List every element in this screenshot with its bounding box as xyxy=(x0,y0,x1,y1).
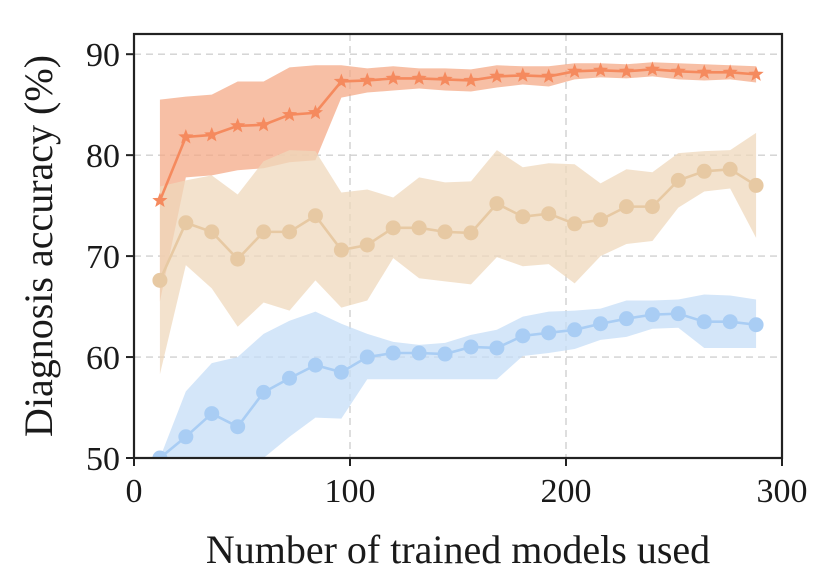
bottom-point-17 xyxy=(593,316,609,332)
bottom-point-11 xyxy=(437,346,453,362)
axis-ticks: 0 100 200 300 50 60 70 80 90 xyxy=(86,37,808,510)
top-point-19 xyxy=(644,61,661,76)
middle-point-15 xyxy=(541,206,557,222)
top-point-8 xyxy=(359,72,375,87)
middle-point-17 xyxy=(593,212,609,228)
bottom-point-15 xyxy=(541,325,557,341)
bottom-point-9 xyxy=(385,345,401,361)
middle-point-18 xyxy=(618,199,634,215)
bottom-point-21 xyxy=(696,314,712,330)
bottom-point-10 xyxy=(411,345,427,361)
middle-point-11 xyxy=(437,224,453,240)
bottom-point-7 xyxy=(333,364,349,380)
top-point-4 xyxy=(255,116,272,132)
x-tick-label-200: 200 xyxy=(541,473,592,510)
uncertainty-bands xyxy=(159,62,757,458)
middle-point-2 xyxy=(204,224,220,240)
top-point-11 xyxy=(437,71,453,86)
top-point-15 xyxy=(541,68,557,83)
bottom-point-22 xyxy=(722,314,738,330)
top-point-7 xyxy=(333,73,349,88)
bottom-point-3 xyxy=(230,419,246,435)
top-point-23 xyxy=(748,66,764,81)
middle-band xyxy=(159,132,757,375)
top-point-10 xyxy=(411,70,427,85)
x-tick-label-0: 0 xyxy=(126,473,143,510)
bottom-band xyxy=(159,294,757,458)
bottom-point-6 xyxy=(307,357,323,373)
bottom-point-16 xyxy=(567,322,583,338)
bottom-point-4 xyxy=(256,384,272,400)
bottom-point-1 xyxy=(178,429,194,445)
top-point-3 xyxy=(230,117,246,133)
middle-point-1 xyxy=(178,215,194,231)
bottom-point-2 xyxy=(204,406,220,422)
middle-point-22 xyxy=(722,161,738,177)
top-point-17 xyxy=(592,62,609,77)
top-point-12 xyxy=(463,72,479,87)
top-point-18 xyxy=(618,63,635,78)
top-point-20 xyxy=(670,63,686,78)
middle-point-23 xyxy=(748,177,764,193)
middle-point-10 xyxy=(411,220,427,236)
bottom-point-5 xyxy=(282,370,298,386)
middle-point-8 xyxy=(359,237,375,253)
top-point-21 xyxy=(696,64,712,79)
middle-point-12 xyxy=(463,225,479,241)
series-markers xyxy=(152,61,764,458)
y-tick-label-50: 50 xyxy=(86,441,120,478)
bottom-point-19 xyxy=(644,307,660,323)
bottom-point-18 xyxy=(618,311,634,327)
middle-point-0 xyxy=(152,272,168,288)
top-point-2 xyxy=(204,126,220,142)
y-tick-label-60: 60 xyxy=(86,340,120,377)
top-point-1 xyxy=(178,128,194,144)
middle-point-19 xyxy=(644,199,660,215)
bottom-point-0 xyxy=(152,450,168,458)
bottom-point-13 xyxy=(489,340,505,356)
middle-point-7 xyxy=(333,242,349,258)
bottom-point-12 xyxy=(463,339,479,355)
x-axis-title: Number of trained models used xyxy=(206,527,710,572)
bottom-point-23 xyxy=(748,317,764,333)
middle-point-5 xyxy=(282,224,298,240)
top-point-6 xyxy=(307,104,324,120)
middle-point-20 xyxy=(670,172,686,188)
plot-frame xyxy=(132,32,784,460)
middle-point-21 xyxy=(696,163,712,179)
top-point-16 xyxy=(567,63,583,78)
top-point-13 xyxy=(489,68,505,83)
top-point-14 xyxy=(515,67,531,82)
y-tick-label-80: 80 xyxy=(86,138,120,175)
bottom-point-8 xyxy=(359,349,375,365)
top-point-0 xyxy=(152,192,168,208)
middle-point-3 xyxy=(230,251,246,267)
x-tick-label-300: 300 xyxy=(757,473,808,510)
x-tick-label-100: 100 xyxy=(325,473,376,510)
top-point-5 xyxy=(281,106,298,122)
middle-point-6 xyxy=(307,208,323,224)
middle-point-14 xyxy=(515,209,531,225)
y-axis-title: Diagnosis accuracy (%) xyxy=(16,55,61,437)
middle-point-4 xyxy=(256,224,272,240)
middle-point-16 xyxy=(567,216,583,232)
middle-point-9 xyxy=(385,220,401,236)
top-point-9 xyxy=(385,70,401,85)
top-band xyxy=(159,62,757,302)
y-tick-label-90: 90 xyxy=(86,37,120,74)
bottom-point-20 xyxy=(670,306,686,322)
top-point-22 xyxy=(722,64,738,79)
bottom-point-14 xyxy=(515,328,531,344)
middle-point-13 xyxy=(489,196,505,212)
y-tick-label-70: 70 xyxy=(86,239,120,276)
